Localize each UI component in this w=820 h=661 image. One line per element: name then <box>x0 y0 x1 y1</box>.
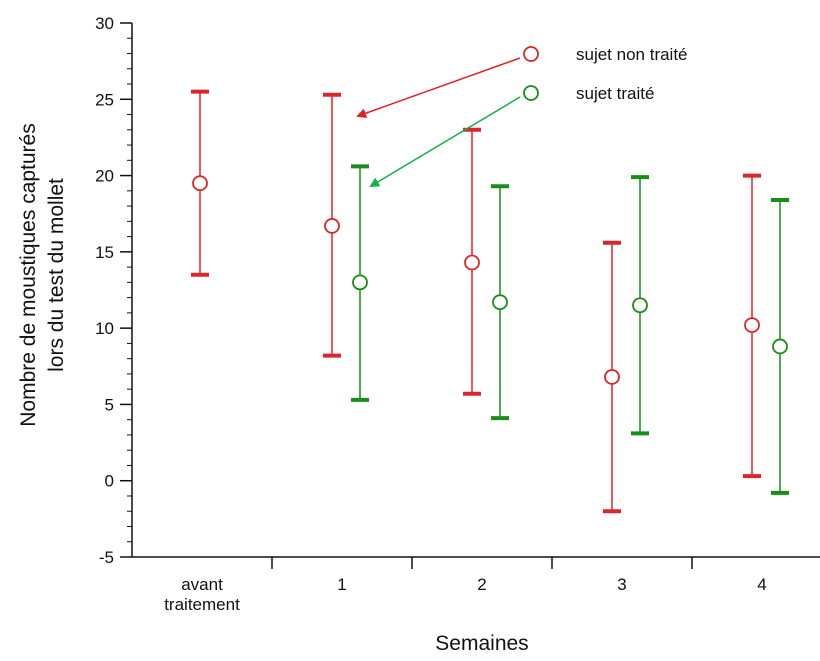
mean-point <box>464 254 480 271</box>
x-tick-label-line: 1 <box>337 575 346 594</box>
mean-point <box>772 338 788 355</box>
mean-point <box>632 297 648 314</box>
x-tick-label-line: traitement <box>164 595 240 614</box>
legend-marker <box>523 85 539 101</box>
y-tick-label: 25 <box>95 90 114 109</box>
axes: -5 0 5 10 15 20 25 30 avant traitement 1 2 3 4 <box>95 14 820 614</box>
x-tick-label-line: 2 <box>477 575 486 594</box>
y-tick-label: -5 <box>99 548 114 567</box>
legend-marker <box>523 46 539 62</box>
legend-arrow-green <box>369 96 521 188</box>
mean-point <box>744 317 760 333</box>
legend-label: sujet non traité <box>576 45 688 64</box>
x-tick-label-line: 4 <box>757 575 766 594</box>
y-tick-label: 10 <box>95 319 114 338</box>
x-tick-label: 3 <box>617 575 626 594</box>
y-tick-label: 15 <box>95 243 114 262</box>
axis-titles: Semaines Nombre de moustiques capturés lor… <box>17 123 529 655</box>
legend-label: sujet traité <box>576 84 654 103</box>
series-0 <box>191 89 761 514</box>
plot-area <box>191 89 789 514</box>
legend-arrow-red <box>356 57 521 119</box>
y-tick-label: 5 <box>105 395 114 414</box>
y-tick-label: 20 <box>95 167 114 186</box>
y-axis-title: Nombre de moustiques capturés lors du tes… <box>17 123 68 427</box>
x-tick-label-line: 3 <box>617 575 626 594</box>
y-axis-title-line: Nombre de moustiques capturés <box>17 123 40 427</box>
y-tick-label: 30 <box>95 14 114 33</box>
x-tick-label: 1 <box>337 575 346 594</box>
mean-point <box>492 294 508 311</box>
x-axis-title: Semaines <box>435 632 528 655</box>
x-tick-label-line: avant <box>181 575 223 594</box>
x-tick-label: avant traitement <box>164 575 240 614</box>
mean-point <box>352 274 368 291</box>
mean-point <box>192 175 208 192</box>
mean-point <box>604 369 620 385</box>
legend: sujet non traité sujet traité <box>356 45 688 188</box>
y-tick-label: 0 <box>105 472 114 491</box>
y-axis-title-line: lors du test du mollet <box>45 178 68 372</box>
x-tick-label: 2 <box>477 575 486 594</box>
series-1 <box>351 164 789 495</box>
x-tick-label: 4 <box>757 575 766 594</box>
mean-point <box>324 218 340 234</box>
